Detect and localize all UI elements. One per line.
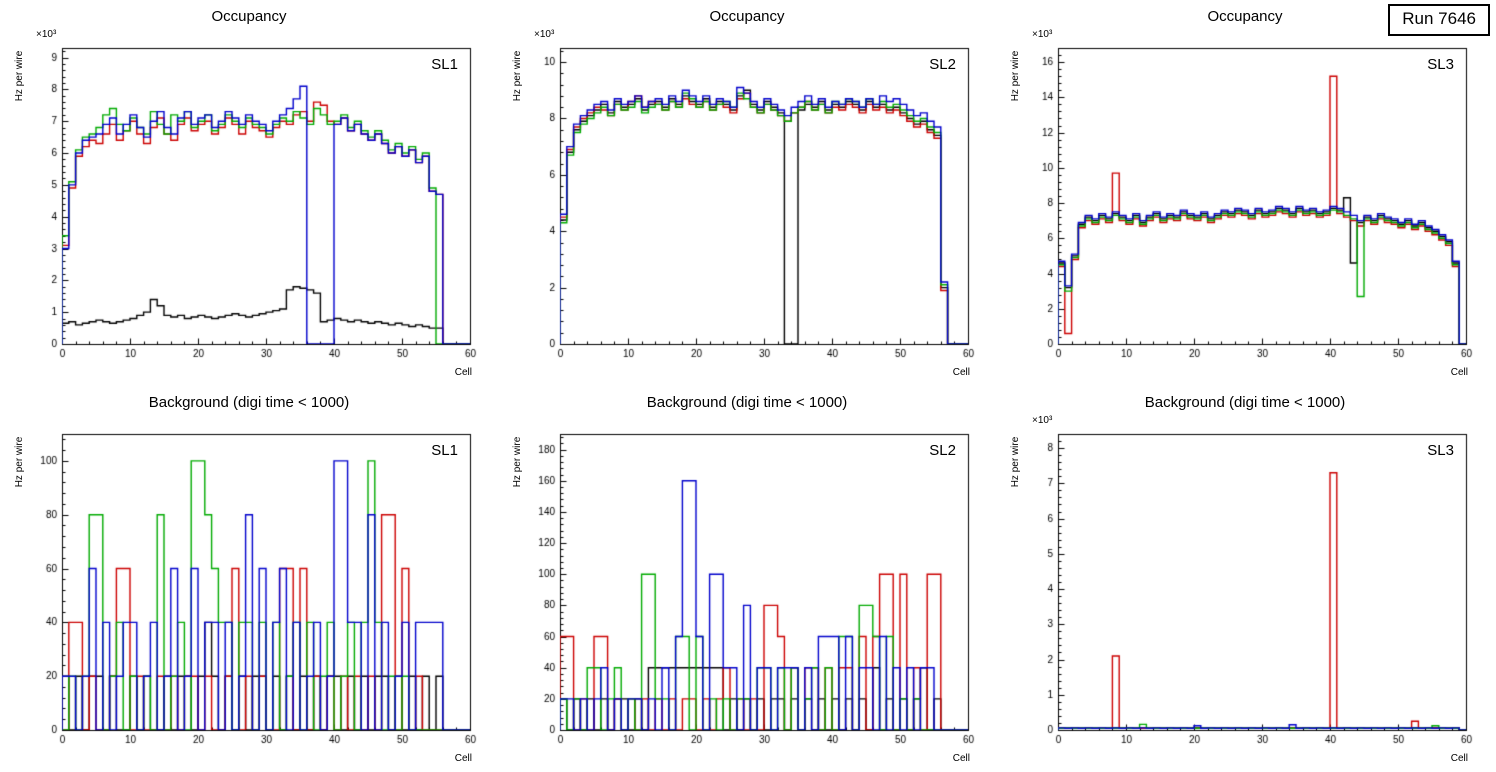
y-axis-label: Hz per wire xyxy=(1010,436,1021,488)
x-axis-label: Cell xyxy=(1450,367,1468,378)
histogram-canvas-background-sl1 xyxy=(0,386,498,772)
histogram-canvas-occupancy-sl3 xyxy=(996,0,1494,386)
y-axis-label: Hz per wire xyxy=(1010,50,1021,102)
chart-title: Background (digi time < 1000) xyxy=(1144,394,1346,411)
histogram-canvas-background-sl2 xyxy=(498,386,996,772)
panel-background-sl3: Background (digi time < 1000) ×10³ Hz pe… xyxy=(996,386,1494,772)
chart-title: Background (digi time < 1000) xyxy=(646,394,848,411)
x-axis-label: Cell xyxy=(952,753,970,764)
x-axis-label: Cell xyxy=(952,367,970,378)
x-axis-label: Cell xyxy=(454,367,472,378)
y-axis-exponent: ×10³ xyxy=(534,29,555,40)
panel-background-sl2: Background (digi time < 1000) Hz per wir… xyxy=(498,386,996,772)
panel-occupancy-sl3: Occupancy ×10³ Hz per wire Cell SL3 xyxy=(996,0,1494,386)
y-axis-label: Hz per wire xyxy=(512,436,523,488)
panel-background-sl1: Background (digi time < 1000) Hz per wir… xyxy=(0,386,498,772)
x-axis-label: Cell xyxy=(1450,753,1468,764)
superlayer-label: SL2 xyxy=(929,442,956,459)
panel-occupancy-sl1: Occupancy ×10³ Hz per wire Cell SL1 xyxy=(0,0,498,386)
chart-title: Occupancy xyxy=(709,8,785,25)
run-label: Run 7646 xyxy=(1388,4,1490,36)
chart-title: Occupancy xyxy=(1207,8,1283,25)
y-axis-label: Hz per wire xyxy=(512,50,523,102)
y-axis-exponent: ×10³ xyxy=(1032,29,1053,40)
y-axis-label: Hz per wire xyxy=(14,436,25,488)
panel-occupancy-sl2: Occupancy ×10³ Hz per wire Cell SL2 xyxy=(498,0,996,386)
histogram-canvas-occupancy-sl1 xyxy=(0,0,498,386)
chart-title: Background (digi time < 1000) xyxy=(148,394,350,411)
y-axis-label: Hz per wire xyxy=(14,50,25,102)
chart-title: Occupancy xyxy=(211,8,287,25)
x-axis-label: Cell xyxy=(454,753,472,764)
superlayer-label: SL1 xyxy=(431,442,458,459)
superlayer-label: SL3 xyxy=(1427,442,1454,459)
y-axis-exponent: ×10³ xyxy=(1032,415,1053,426)
y-axis-exponent: ×10³ xyxy=(36,29,57,40)
superlayer-label: SL2 xyxy=(929,56,956,73)
superlayer-label: SL3 xyxy=(1427,56,1454,73)
histogram-canvas-background-sl3 xyxy=(996,386,1494,772)
superlayer-label: SL1 xyxy=(431,56,458,73)
histogram-canvas-occupancy-sl2 xyxy=(498,0,996,386)
